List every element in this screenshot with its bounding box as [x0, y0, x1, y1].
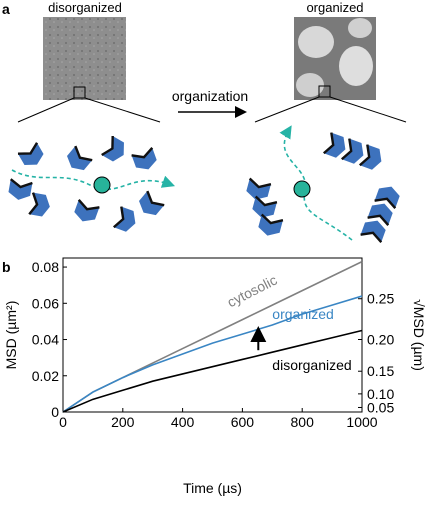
chevrons — [6, 131, 403, 244]
y2-tick-label: 0.05 — [367, 399, 394, 415]
y-tick-label: 0.02 — [32, 368, 59, 384]
y-axis-label: MSD (µm²) — [3, 301, 19, 370]
panel-label: b — [2, 259, 11, 275]
y-tick-label: 0 — [51, 404, 59, 420]
image-title: disorganized — [48, 0, 122, 15]
series-label: organized — [272, 306, 334, 322]
y2-axis-label: √MSD (µm) — [411, 299, 427, 371]
chart: 0 200 400 600 800 100000.020.040.060.080.050.… — [3, 257, 427, 496]
series-line — [62, 295, 363, 413]
micrograph — [294, 17, 376, 100]
y-tick-label: 0.04 — [32, 332, 59, 348]
series-line — [62, 260, 363, 413]
particle — [293, 180, 311, 198]
y-tick-label: 0.08 — [32, 259, 59, 275]
y-tick-label: 0.06 — [32, 295, 59, 311]
y2-tick-label: 0.10 — [367, 386, 394, 402]
zoom-box — [73, 86, 86, 99]
arrow-label: organization — [172, 88, 248, 104]
y2-tick-label: 0.15 — [367, 363, 394, 379]
zoom-lines — [17, 96, 407, 123]
series-label: disorganized — [272, 357, 351, 373]
x-axis-label: Time (µs) — [183, 480, 242, 496]
image-title: organized — [306, 0, 363, 15]
y2-tick-label: 0.20 — [367, 332, 394, 348]
plot-frame — [62, 257, 363, 413]
micrograph — [43, 17, 126, 100]
x-tick-label: 1000 — [346, 414, 377, 430]
series-label: cytosolic — [224, 272, 279, 311]
trajectory — [11, 169, 176, 191]
x-tick-label: 400 — [171, 414, 195, 430]
zoom-box — [318, 85, 331, 98]
x-tick-label: 0 — [59, 414, 67, 430]
x-tick-label: 200 — [111, 414, 135, 430]
panel-label: a — [2, 1, 10, 17]
series-line — [62, 329, 363, 413]
x-tick-label: 600 — [231, 414, 255, 430]
y2-tick-label: 0.25 — [367, 291, 394, 307]
x-tick-label: 800 — [291, 414, 315, 430]
particle — [93, 176, 111, 194]
